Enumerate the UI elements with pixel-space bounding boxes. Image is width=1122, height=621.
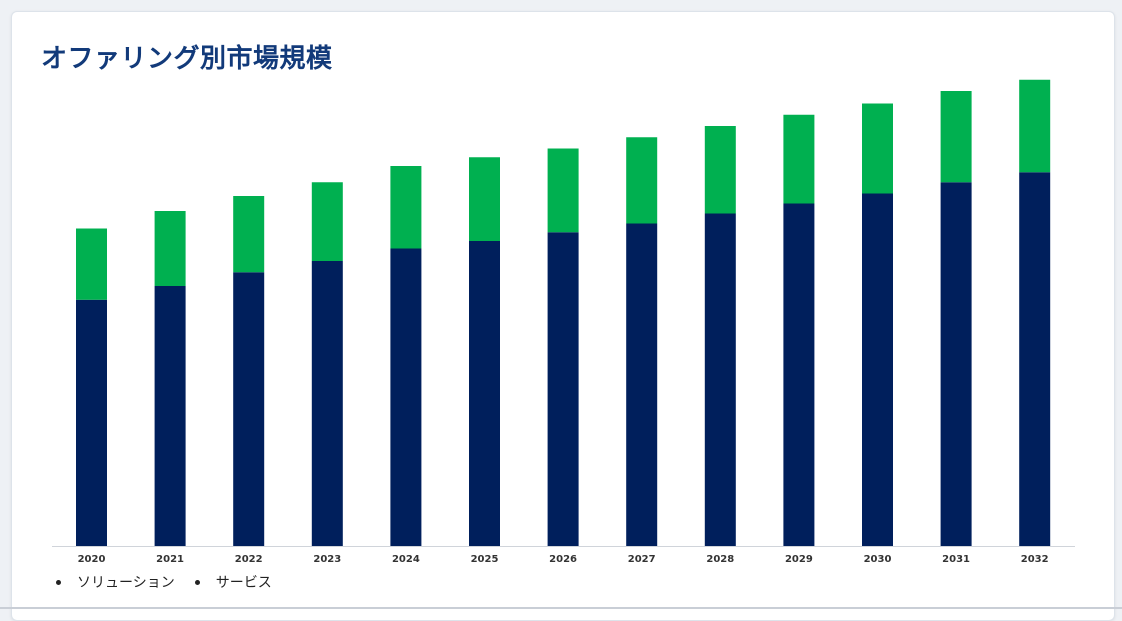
x-tick-label-2030: 2030	[864, 554, 892, 565]
bar-solution-2030[interactable]	[862, 193, 893, 547]
legend-label-service: サービス	[215, 575, 272, 591]
bar-service-2022[interactable]	[233, 196, 265, 273]
legend-label-solution: ソリューション	[77, 575, 175, 591]
legend-bullet-icon	[56, 579, 61, 585]
bar-solution-2032[interactable]	[1019, 172, 1051, 546]
bar-solution-2031[interactable]	[940, 182, 972, 546]
bar-solution-2028[interactable]	[704, 213, 736, 547]
bar-solution-2022[interactable]	[233, 272, 265, 546]
x-tick-label-2021: 2021	[156, 554, 184, 565]
legend-bullet-icon	[194, 579, 200, 585]
bar-service-2024[interactable]	[390, 166, 422, 249]
bar-service-2029[interactable]	[783, 114, 815, 204]
x-tick-label-2027: 2027	[628, 554, 656, 565]
x-tick-label-2029: 2029	[785, 554, 813, 565]
x-tick-label-2023: 2023	[313, 554, 341, 565]
legend-item-solution[interactable]: ソリューション	[56, 572, 175, 592]
bar-solution-2024[interactable]	[390, 248, 422, 547]
bar-service-2030[interactable]	[862, 103, 893, 194]
bar-service-2027[interactable]	[626, 137, 658, 224]
x-tick-label-2024: 2024	[392, 554, 420, 565]
bar-solution-2025[interactable]	[469, 241, 500, 546]
chart-title: オファリング別市場規模	[41, 44, 333, 74]
bar-solution-2027[interactable]	[626, 223, 658, 547]
bar-solution-2020[interactable]	[76, 299, 107, 546]
bar-solution-2026[interactable]	[547, 232, 579, 546]
chart-legend: ソリューション サービス	[56, 572, 292, 592]
bar-service-2026[interactable]	[547, 148, 579, 233]
legend-item-service[interactable]: サービス	[194, 572, 272, 592]
bar-service-2031[interactable]	[940, 91, 972, 183]
x-tick-label-2032: 2032	[1021, 554, 1049, 565]
bar-service-2025[interactable]	[469, 157, 500, 241]
bar-solution-2023[interactable]	[311, 261, 343, 546]
x-tick-label-2022: 2022	[235, 554, 263, 565]
x-tick-label-2031: 2031	[942, 554, 970, 565]
bar-service-2020[interactable]	[76, 228, 107, 300]
bar-solution-2029[interactable]	[783, 203, 815, 547]
bar-service-2021[interactable]	[154, 211, 186, 286]
bar-service-2023[interactable]	[311, 182, 343, 261]
x-tick-label-2025: 2025	[471, 554, 499, 565]
x-tick-label-2028: 2028	[706, 554, 734, 565]
bar-solution-2021[interactable]	[154, 286, 186, 546]
page-divider	[0, 607, 1122, 609]
x-tick-label-2020: 2020	[78, 554, 106, 565]
x-tick-label-2026: 2026	[549, 554, 577, 565]
bar-service-2032[interactable]	[1019, 79, 1051, 173]
bar-service-2028[interactable]	[704, 126, 736, 214]
